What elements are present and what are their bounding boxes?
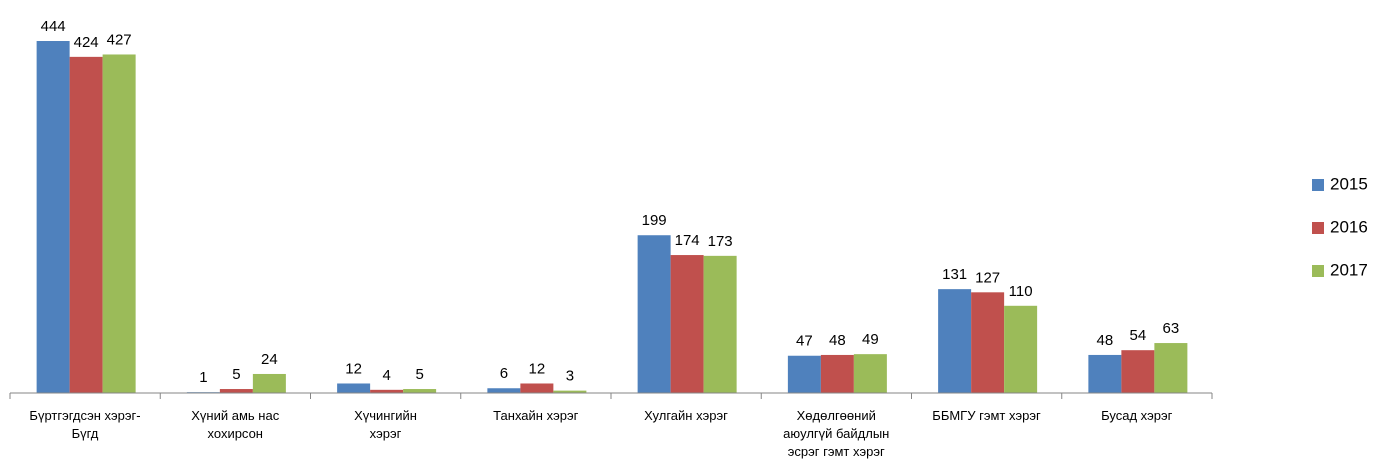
legend-label: 2015 I-X (1330, 174, 1374, 193)
value-label: 48 (1097, 332, 1114, 349)
bar (252, 373, 286, 393)
x-tick-label: Хүчингийн хэрэг (354, 408, 417, 441)
legend-swatch (1312, 265, 1324, 277)
value-label: 424 (74, 34, 99, 51)
x-tick-label: Бүртгэгдсэн хэрэг- Бүгд (29, 408, 141, 441)
bar (370, 389, 404, 393)
bar (853, 354, 887, 393)
bar (553, 390, 587, 393)
bar (36, 41, 70, 393)
bar (1121, 350, 1155, 393)
value-label: 49 (862, 331, 879, 348)
bar (1088, 354, 1122, 393)
x-tick-label: Хөдөлгөөний аюулгүй байдлын эсрэг гэмт х… (783, 408, 890, 459)
value-label: 12 (529, 360, 546, 377)
value-label: 5 (415, 366, 423, 383)
value-label: 131 (942, 266, 967, 283)
bar (1154, 343, 1188, 393)
legend-swatch (1312, 179, 1324, 191)
value-label: 24 (261, 351, 278, 368)
bar (670, 255, 704, 393)
value-label: 54 (1130, 327, 1147, 344)
bar (820, 354, 854, 393)
value-label: 3 (566, 368, 574, 385)
legend-label: 2017 I-X (1330, 260, 1374, 279)
value-label: 173 (708, 233, 733, 250)
value-label: 12 (345, 360, 362, 377)
bar (938, 289, 972, 393)
x-tick-label: Хүний амь нас хохирсон (191, 408, 280, 441)
bar (69, 56, 103, 393)
bar (971, 292, 1005, 393)
value-label: 5 (232, 366, 240, 383)
value-label: 6 (500, 365, 508, 382)
x-tick-label: Танхайн хэрэг (493, 408, 579, 423)
value-label: 127 (975, 269, 1000, 286)
x-tick-label: Бусад хэрэг (1101, 408, 1173, 423)
value-label: 110 (1009, 283, 1033, 300)
bar (102, 54, 136, 393)
value-label: 1 (199, 369, 207, 386)
bar (403, 389, 437, 393)
value-label: 47 (796, 333, 813, 350)
bar (787, 355, 821, 393)
value-label: 174 (675, 232, 700, 249)
legend-label: 2016 I-X (1330, 217, 1374, 236)
bar (637, 235, 671, 393)
x-tick-label: ББМГУ гэмт хэрэг (932, 408, 1041, 423)
x-tick-label: Хулгайн хэрэг (644, 408, 728, 423)
bar (219, 389, 253, 393)
value-label: 48 (829, 332, 846, 349)
bar (487, 388, 521, 393)
value-label: 63 (1163, 320, 1180, 337)
bar (703, 255, 737, 393)
value-label: 444 (41, 18, 66, 35)
bar (520, 383, 554, 393)
bar (337, 383, 371, 393)
value-label: 427 (107, 31, 132, 48)
legend-swatch (1312, 222, 1324, 234)
bar (1004, 305, 1038, 393)
value-label: 4 (382, 367, 390, 384)
value-label: 199 (642, 212, 667, 229)
